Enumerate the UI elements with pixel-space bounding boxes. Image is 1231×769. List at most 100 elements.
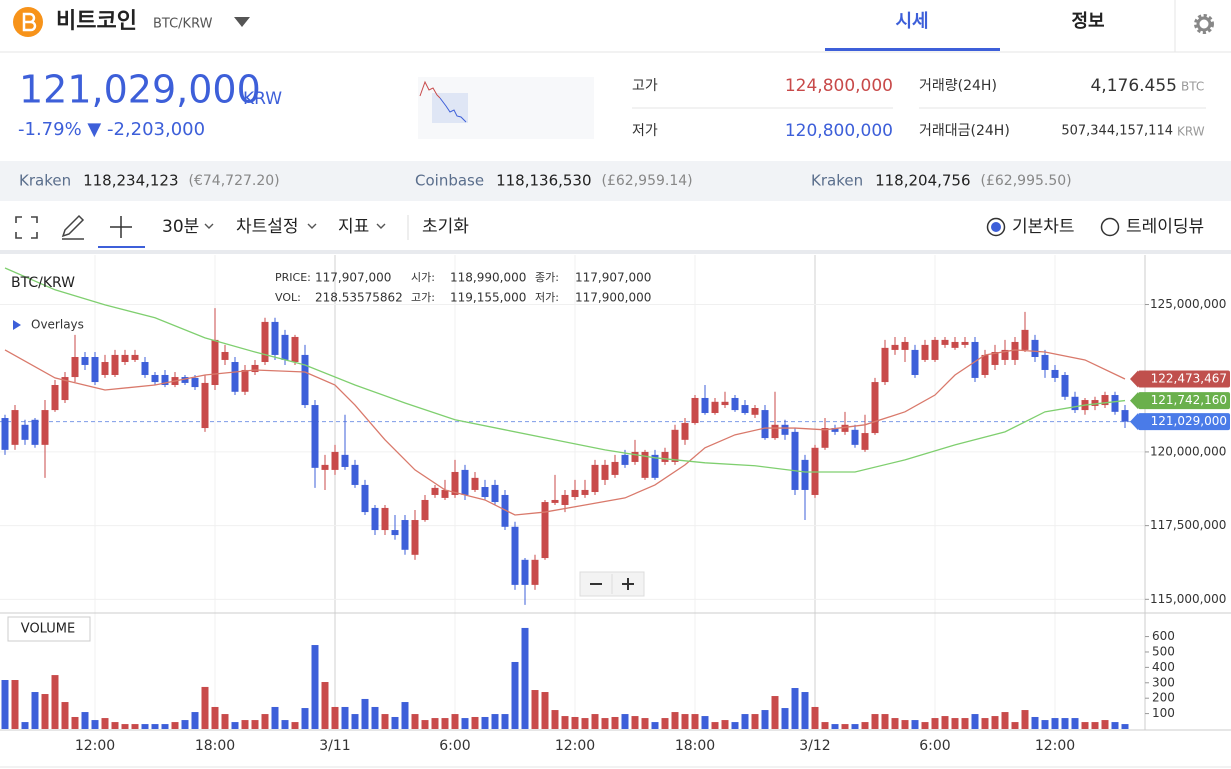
mode-tradingview[interactable]: 트레이딩뷰 xyxy=(1126,217,1204,237)
candle-body xyxy=(491,484,499,503)
info-value: 118,990,000 xyxy=(450,271,526,285)
volume-bar xyxy=(1041,720,1049,729)
candle-body xyxy=(911,349,919,375)
candle-body xyxy=(471,477,479,490)
amount-label: 거래대금(24H) xyxy=(919,123,1010,139)
coin-dropdown[interactable] xyxy=(234,17,250,27)
volume-bar xyxy=(971,714,979,729)
volume-bar xyxy=(731,722,739,729)
volume-bar xyxy=(1031,716,1039,729)
radio-basic[interactable] xyxy=(986,217,1006,237)
overlays-arrow[interactable] xyxy=(13,320,21,330)
x-tick-label: 18:00 xyxy=(675,738,715,754)
chart-settings[interactable]: 차트설정 xyxy=(236,217,299,237)
candle-body xyxy=(801,459,809,490)
candle-body xyxy=(681,423,689,440)
candle-body xyxy=(461,469,469,495)
candle-body xyxy=(941,339,949,345)
volume-bar xyxy=(261,714,269,729)
candle-body xyxy=(961,341,969,345)
candle-body xyxy=(451,471,459,495)
volume-bar xyxy=(761,710,769,729)
volume-bar xyxy=(191,712,199,729)
volume-bar xyxy=(741,714,749,729)
candle-body xyxy=(411,520,419,555)
info-label: PRICE: xyxy=(275,271,311,284)
info-value: 218.53575862 xyxy=(315,291,403,305)
volume-bar xyxy=(311,645,319,729)
candle-body xyxy=(321,464,329,470)
radio-tradingview[interactable] xyxy=(1100,217,1120,237)
volume-bar xyxy=(181,720,189,729)
volume-bar xyxy=(1101,720,1109,729)
volume-bar xyxy=(1,680,9,729)
zoom-in[interactable] xyxy=(622,578,634,590)
volume-bar xyxy=(511,661,519,729)
candle-body xyxy=(511,526,519,585)
candle-body xyxy=(211,339,219,386)
candle-body xyxy=(1051,369,1059,378)
candle-body xyxy=(731,397,739,411)
candle-body xyxy=(231,362,239,392)
candle-body xyxy=(431,487,439,495)
interval-select[interactable]: 30분 xyxy=(162,217,199,237)
volume-bar xyxy=(271,706,279,729)
volume-bar xyxy=(421,720,429,729)
candle-body xyxy=(481,487,489,498)
candle-body xyxy=(581,489,589,495)
settings-button[interactable] xyxy=(1194,14,1214,34)
volume-bar xyxy=(171,722,179,729)
candle-body xyxy=(1121,410,1129,422)
volume-bar xyxy=(1091,722,1099,729)
x-tick-label: 6:00 xyxy=(439,738,470,754)
volume-bar xyxy=(11,680,19,729)
candle-body xyxy=(141,362,149,375)
volume-bar xyxy=(371,706,379,729)
volume-bar xyxy=(521,627,529,729)
volume-bar xyxy=(921,722,929,729)
high-label: 고가 xyxy=(632,78,658,94)
candle-body xyxy=(181,377,189,383)
draw-button[interactable] xyxy=(61,214,85,240)
indicators[interactable]: 지표 xyxy=(338,217,369,237)
tab-info[interactable]: 정보 xyxy=(1071,11,1104,32)
x-tick-label: 12:00 xyxy=(1035,738,1075,754)
radio-dot xyxy=(991,222,1001,232)
crosshair-button[interactable] xyxy=(110,216,132,238)
candle-body xyxy=(121,354,129,363)
volume-bar xyxy=(1051,718,1059,729)
price-tag xyxy=(1138,413,1230,431)
candle-body xyxy=(1101,395,1109,406)
volume-bar xyxy=(721,720,729,729)
candle-body xyxy=(551,499,559,503)
fullscreen-button[interactable] xyxy=(15,216,38,239)
volume-bar xyxy=(361,698,369,729)
candle-body xyxy=(991,351,999,365)
volume-tick-label: 600 xyxy=(1152,629,1175,643)
volume-bar xyxy=(691,714,699,729)
chevron xyxy=(307,223,317,229)
volume-bar xyxy=(601,718,609,729)
volume-bar xyxy=(541,692,549,729)
mode-basic[interactable]: 기본차트 xyxy=(1012,217,1075,237)
overlays-toggle[interactable]: Overlays xyxy=(31,318,84,332)
reset-button[interactable]: 초기화 xyxy=(422,217,469,237)
grid xyxy=(0,255,1145,729)
candle-body xyxy=(901,341,909,350)
candle-body xyxy=(281,334,289,360)
volume-bar xyxy=(771,696,779,729)
candle-body xyxy=(1091,400,1099,406)
tab-market[interactable]: 시세 xyxy=(895,11,928,32)
chevron xyxy=(376,223,386,229)
volume-bar xyxy=(561,716,569,729)
volume-bar xyxy=(381,714,389,729)
candle-body xyxy=(361,484,369,513)
volume-bar xyxy=(701,716,709,729)
volume-bar xyxy=(901,720,909,729)
volume-bar xyxy=(121,724,129,729)
candle-body xyxy=(871,382,879,434)
coin-name: 비트코인 xyxy=(56,9,137,34)
volume-bar xyxy=(991,716,999,729)
volume-bar xyxy=(831,724,839,729)
gear-ring xyxy=(1196,16,1212,32)
